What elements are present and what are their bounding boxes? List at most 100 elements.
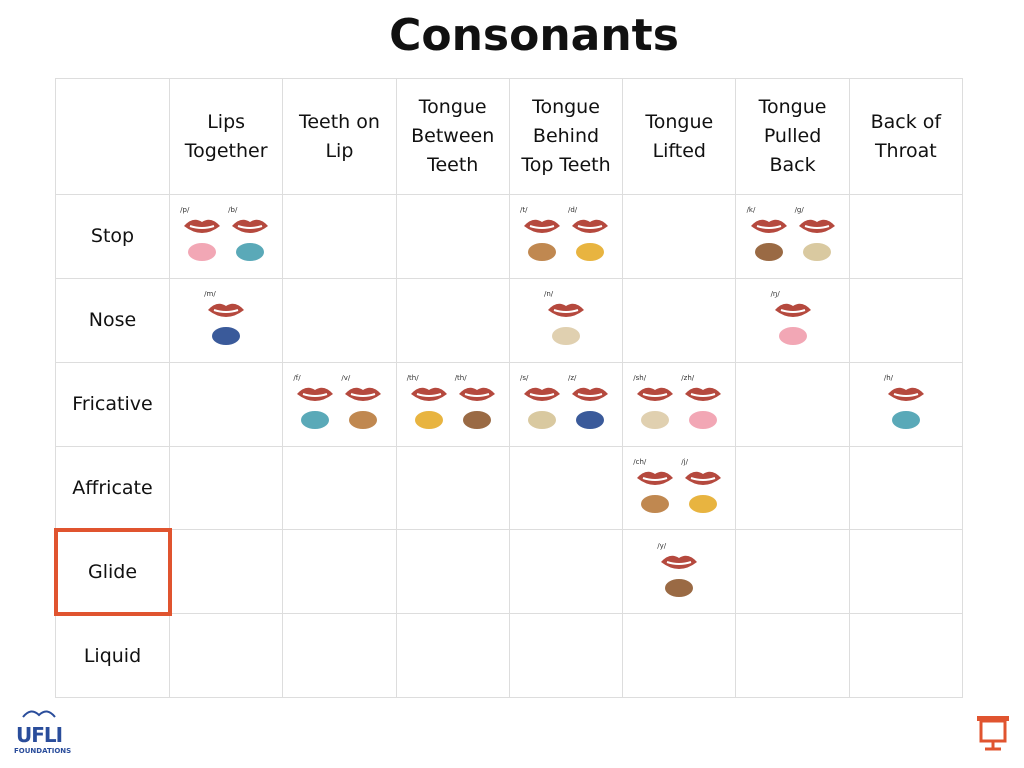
phoneme-label: /h/	[883, 374, 893, 383]
mouth-picture	[571, 387, 608, 430]
column-header: Tongue Lifted	[623, 79, 737, 195]
sound-card: /h/	[882, 374, 930, 434]
table-cell	[170, 614, 284, 698]
phoneme-label: /ch/	[633, 457, 647, 466]
table-cell	[736, 614, 850, 698]
mouth-picture	[458, 387, 495, 430]
table-cell: /th/ /th/	[396, 362, 510, 447]
sound-card: /m/	[202, 290, 250, 350]
sound-card: /zh/	[679, 374, 727, 434]
table-cell	[396, 446, 510, 531]
mouth-picture	[685, 471, 722, 513]
sound-card: /th/	[453, 374, 501, 434]
phoneme-label: /s/	[519, 374, 529, 383]
table-cell: /h/	[849, 362, 963, 447]
table-cell: /n/	[509, 278, 624, 363]
mouth-picture	[887, 387, 924, 430]
table-cell	[623, 195, 737, 279]
mouth-picture	[297, 387, 334, 430]
phoneme-label: /n/	[543, 290, 554, 299]
corner-cell	[56, 79, 170, 195]
phoneme-label: /p/	[180, 206, 190, 215]
table-cell	[283, 614, 397, 698]
mouth-picture	[661, 555, 698, 597]
table-cell	[283, 195, 397, 279]
phoneme-label: /z/	[567, 374, 577, 383]
sound-card: /k/	[745, 206, 793, 266]
sound-card: /y/	[655, 542, 703, 602]
table-cell	[170, 446, 284, 531]
table-cell	[849, 278, 963, 363]
sound-card: /p/	[178, 206, 226, 266]
sound-card: /t/	[518, 206, 566, 266]
phoneme-label: /th/	[454, 374, 467, 383]
table-cell	[170, 530, 284, 615]
phoneme-label: /d/	[567, 206, 578, 215]
table-cell	[736, 446, 850, 531]
table-cell	[623, 614, 737, 698]
table-cell: /ch/ /j/	[623, 446, 737, 531]
phoneme-label: /th/	[406, 374, 419, 383]
table-cell	[849, 446, 963, 531]
table-cell: /f/ /v/	[283, 362, 397, 447]
table-cell	[849, 530, 963, 615]
phoneme-label: /y/	[657, 541, 667, 550]
table-cell	[170, 362, 284, 447]
row-header: Glide	[54, 528, 172, 617]
mouth-picture	[410, 387, 447, 430]
phoneme-label: /m/	[204, 290, 216, 299]
table-cell	[396, 195, 510, 279]
table-cell: /y/	[623, 530, 737, 615]
row-header: Affricate	[56, 446, 170, 531]
sound-card: /j/	[679, 458, 727, 518]
mouth-picture	[232, 220, 269, 262]
row-header: Fricative	[56, 362, 170, 447]
table-cell	[509, 446, 624, 531]
phoneme-label: /t/	[519, 206, 528, 215]
sound-card: /f/	[291, 374, 339, 434]
table-cell	[736, 362, 850, 447]
table-cell	[283, 530, 397, 615]
table-cell	[396, 278, 510, 363]
table-cell	[509, 530, 624, 615]
sound-card: /n/	[542, 290, 590, 350]
phoneme-label: /f/	[293, 374, 301, 383]
column-header: Teeth on Lip	[283, 79, 397, 195]
mouth-picture	[685, 387, 722, 430]
sound-card: /v/	[339, 374, 387, 434]
sound-card: /z/	[566, 374, 614, 434]
table-cell	[509, 614, 624, 698]
logo-name: UFLI	[15, 723, 63, 747]
table-cell: /ŋ/	[736, 278, 850, 363]
column-header: Lips Together	[170, 79, 284, 195]
table-cell	[396, 614, 510, 698]
mouth-picture	[798, 220, 835, 262]
table-cell: /m/	[170, 278, 284, 363]
sound-card: /b/	[226, 206, 274, 266]
sound-card: /ch/	[631, 458, 679, 518]
mouth-picture	[571, 220, 608, 262]
sound-card: /d/	[566, 206, 614, 266]
column-header: Tongue Between Teeth	[396, 79, 510, 195]
column-header: Tongue Pulled Back	[736, 79, 850, 195]
table-cell	[736, 530, 850, 615]
mouth-picture	[523, 387, 560, 430]
table-cell: /t/ /d/	[509, 195, 624, 279]
mouth-picture	[208, 303, 245, 346]
logo: UFLI FOUNDATIONS	[14, 704, 72, 755]
phoneme-label: /g/	[794, 206, 804, 215]
sound-card: /g/	[793, 206, 841, 266]
table-cell	[283, 278, 397, 363]
phoneme-label: /b/	[228, 206, 238, 215]
sound-card: /s/	[518, 374, 566, 434]
column-header: Tongue Behind Top Teeth	[509, 79, 624, 195]
phoneme-label: /v/	[341, 374, 351, 383]
logo-sub: FOUNDATIONS	[14, 747, 72, 755]
table-cell	[623, 278, 737, 363]
row-header: Stop	[56, 195, 170, 279]
mouth-picture	[523, 220, 560, 262]
table-cell	[849, 195, 963, 279]
row-header: Nose	[56, 278, 170, 363]
logo-book	[22, 710, 56, 718]
